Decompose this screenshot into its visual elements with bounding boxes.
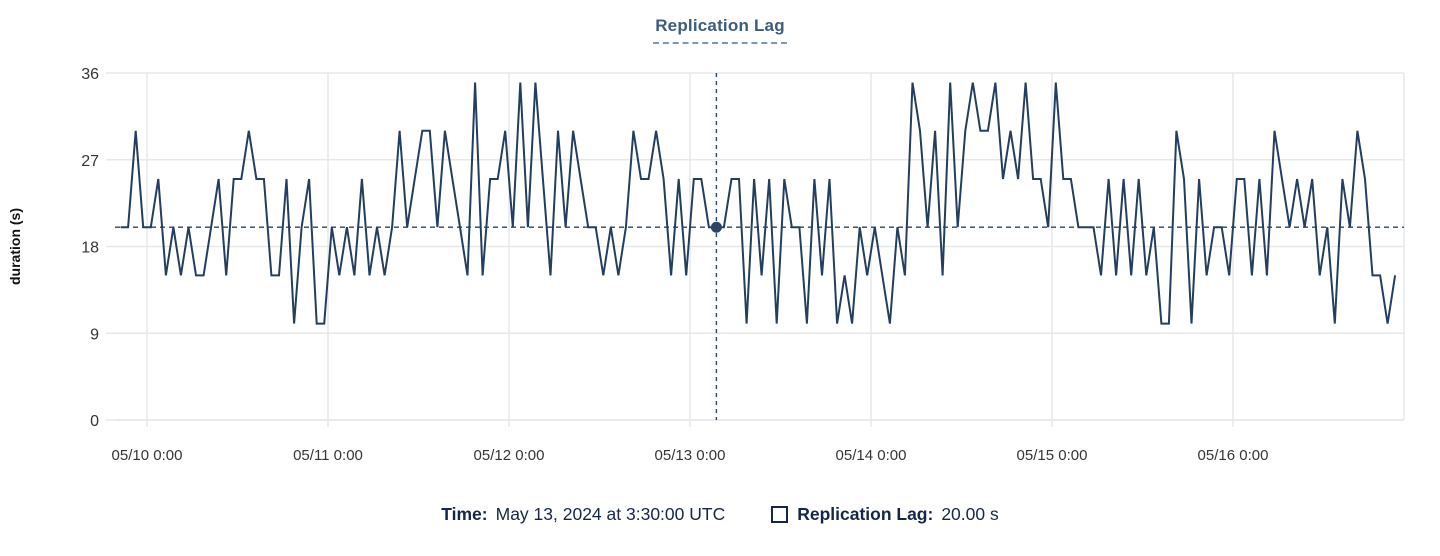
replication-lag-line[interactable]	[120, 82, 1397, 325]
x-tick-label: 05/15 0:00	[1017, 447, 1088, 464]
replication-lag-chart: 36 27 18 9 0 05/10 0:00 05/11 0:00 05/12 0:00 05…	[7, 66, 1405, 464]
x-tick-label: 05/16 0:00	[1198, 447, 1269, 464]
x-tick-label: 05/11 0:00	[293, 447, 363, 464]
chart-title[interactable]: Replication Lag	[653, 16, 787, 44]
chart-header: Replication Lag	[0, 16, 1440, 44]
y-axis-label: duration (s)	[7, 208, 23, 285]
legend-item-replication-lag[interactable]: Replication Lag: 20.00 s	[771, 504, 999, 525]
tooltip-time-label: Time:	[441, 504, 488, 524]
x-tick-label: 05/14 0:00	[836, 447, 907, 464]
y-tick-label: 36	[81, 66, 99, 83]
y-tick-label: 27	[81, 153, 99, 170]
y-tick-label: 18	[81, 240, 99, 257]
series-value: 20.00 s	[941, 504, 999, 524]
x-tick-label: 05/10 0:00	[112, 447, 183, 464]
series-label: Replication Lag:	[797, 504, 934, 524]
crosshair-dot	[710, 221, 722, 233]
y-tick-label: 0	[90, 413, 99, 430]
tooltip-footer: Time: May 13, 2024 at 3:30:00 UTC Replic…	[0, 504, 1440, 525]
tooltip-time-value: May 13, 2024 at 3:30:00 UTC	[495, 504, 726, 524]
y-tick-label: 9	[90, 326, 99, 343]
series-swatch-icon	[771, 506, 789, 523]
x-tick-label: 05/13 0:00	[655, 447, 726, 464]
x-tick-label: 05/12 0:00	[474, 447, 545, 464]
tooltip-time: Time: May 13, 2024 at 3:30:00 UTC	[441, 504, 725, 525]
